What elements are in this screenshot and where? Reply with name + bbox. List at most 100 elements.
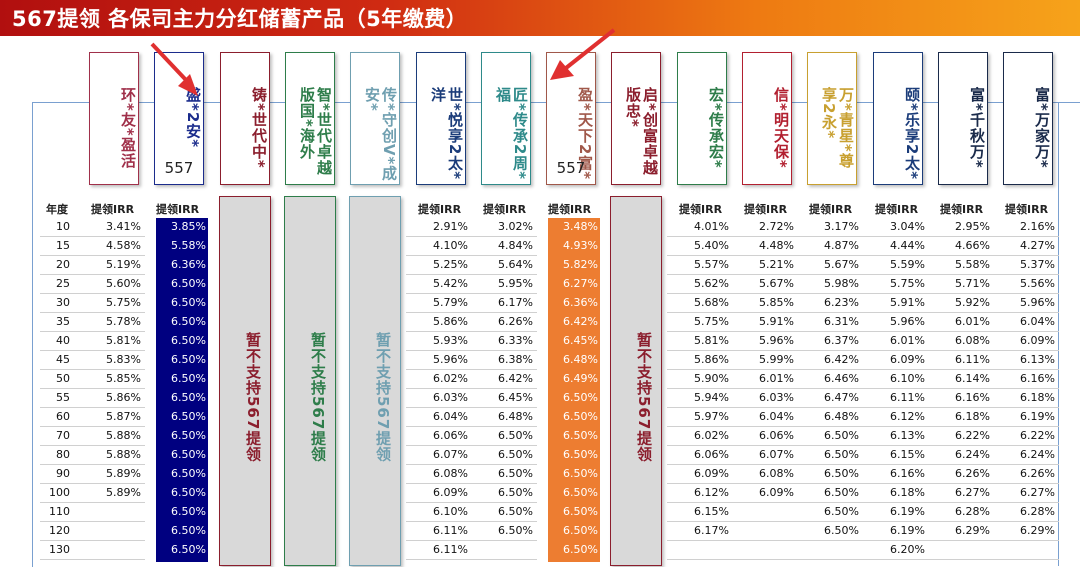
row-divider — [797, 483, 863, 484]
irr-value-cell: 6.42% — [824, 353, 859, 366]
irr-value-cell: 5.97% — [694, 410, 729, 423]
irr-value-cell: 6.15% — [694, 505, 729, 518]
row-divider — [79, 445, 145, 446]
row-divider — [732, 331, 798, 332]
row-divider — [471, 350, 537, 351]
product-name: 铸*世代中* — [250, 87, 268, 169]
row-divider — [863, 350, 929, 351]
irr-value-cell: 2.95% — [955, 220, 990, 233]
irr-value-cell: 6.01% — [890, 334, 925, 347]
row-divider — [863, 483, 929, 484]
row-divider — [993, 331, 1059, 332]
irr-value-cell: 4.01% — [694, 220, 729, 233]
irr-value-cell: 5.75% — [106, 296, 141, 309]
irr-value-cell: 4.84% — [498, 239, 533, 252]
irr-value-cell: 5.89% — [106, 486, 141, 499]
row-divider — [863, 426, 929, 427]
irr-value-cell: 5.81% — [106, 334, 141, 347]
irr-column-header: 提领IRR — [548, 203, 592, 216]
irr-value-cell: 6.19% — [1020, 410, 1055, 423]
irr-value-cell: 6.26% — [498, 315, 533, 328]
row-divider — [406, 350, 472, 351]
irr-value-cell: 5.81% — [694, 334, 729, 347]
irr-value-cell: 6.18% — [1020, 391, 1055, 404]
irr-value-cell: 5.40% — [694, 239, 729, 252]
row-divider — [863, 293, 929, 294]
row-divider — [732, 293, 798, 294]
row-divider — [732, 426, 798, 427]
year-cell: 40 — [56, 334, 70, 347]
row-divider — [79, 350, 145, 351]
irr-value-cell: 6.26% — [955, 467, 990, 480]
year-cell: 25 — [56, 277, 70, 290]
row-divider — [863, 388, 929, 389]
irr-value-cell: 6.08% — [955, 334, 990, 347]
irr-value-cell: 6.42% — [563, 315, 598, 328]
row-divider — [667, 236, 733, 237]
not-supported-block: 暂不支持567提领 — [610, 196, 662, 566]
highlight-column — [548, 218, 600, 562]
irr-value-cell: 4.93% — [563, 239, 598, 252]
row-divider — [797, 540, 863, 541]
row-divider — [863, 369, 929, 370]
irr-value-cell: 6.18% — [955, 410, 990, 423]
row-divider — [406, 312, 472, 313]
row-divider — [928, 464, 994, 465]
row-divider — [471, 255, 537, 256]
row-divider — [667, 293, 733, 294]
irr-value-cell: 5.67% — [759, 277, 794, 290]
row-divider — [471, 540, 537, 541]
row-divider — [471, 407, 537, 408]
row-divider — [406, 521, 472, 522]
irr-value-cell: 5.88% — [106, 448, 141, 461]
irr-value-cell: 6.15% — [890, 448, 925, 461]
row-divider — [667, 521, 733, 522]
irr-value-cell: 3.41% — [106, 220, 141, 233]
irr-value-cell: 5.91% — [890, 296, 925, 309]
irr-value-cell: 6.50% — [171, 448, 206, 461]
row-divider — [993, 274, 1059, 275]
irr-value-cell: 6.07% — [759, 448, 794, 461]
irr-value-cell: 5.96% — [433, 353, 468, 366]
irr-value-cell: 5.60% — [106, 277, 141, 290]
irr-value-cell: 6.50% — [563, 467, 598, 480]
irr-value-cell: 6.50% — [563, 524, 598, 537]
row-divider — [79, 293, 145, 294]
irr-value-cell: 3.02% — [498, 220, 533, 233]
row-divider — [732, 350, 798, 351]
irr-value-cell: 5.85% — [106, 372, 141, 385]
year-cell: 50 — [56, 372, 70, 385]
row-divider — [471, 483, 537, 484]
irr-value-cell: 5.58% — [955, 258, 990, 271]
irr-value-cell: 6.50% — [498, 524, 533, 537]
irr-value-cell: 6.50% — [824, 448, 859, 461]
row-divider — [667, 502, 733, 503]
irr-value-cell: 6.50% — [563, 448, 598, 461]
row-divider — [797, 559, 863, 560]
irr-column-header: 提领IRR — [940, 203, 984, 216]
irr-value-cell: 6.24% — [1020, 448, 1055, 461]
row-divider — [79, 274, 145, 275]
irr-value-cell: 4.44% — [890, 239, 925, 252]
row-divider — [993, 293, 1059, 294]
row-divider — [993, 464, 1059, 465]
irr-value-cell: 6.10% — [433, 505, 468, 518]
row-divider — [928, 293, 994, 294]
row-divider — [928, 236, 994, 237]
row-divider — [863, 407, 929, 408]
irr-value-cell: 6.29% — [955, 524, 990, 537]
row-divider — [928, 369, 994, 370]
product-card: 铸*世代中* — [220, 52, 270, 185]
irr-value-cell: 6.50% — [171, 315, 206, 328]
row-divider — [471, 502, 537, 503]
product-name: 盛*2安* — [184, 87, 202, 149]
row-divider — [928, 312, 994, 313]
row-divider — [993, 407, 1059, 408]
irr-value-cell: 6.48% — [824, 410, 859, 423]
row-divider — [732, 255, 798, 256]
row-divider — [471, 388, 537, 389]
irr-value-cell: 6.50% — [171, 334, 206, 347]
irr-value-cell: 6.50% — [563, 391, 598, 404]
year-cell: 130 — [49, 543, 70, 556]
irr-value-cell: 6.36% — [563, 296, 598, 309]
